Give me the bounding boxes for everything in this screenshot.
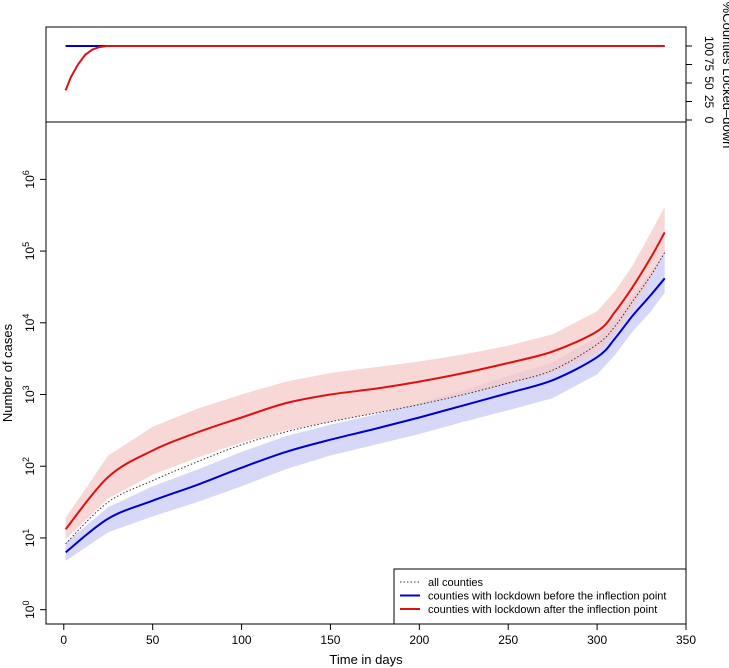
y-tick-base: 10 (23, 318, 37, 332)
bottom-panel: 0 50 100 150 200 250 300 350 100101102103104105… (0, 121, 696, 667)
y-tick-base: 10 (23, 605, 37, 619)
top-y-axis-label: %Counties Locked–down (720, 2, 729, 149)
y-tick-exponent: 3 (21, 385, 31, 390)
top-y-tick-label: 100 (702, 36, 716, 56)
x-tick-label: 250 (498, 633, 518, 647)
x-tick-label: 50 (146, 633, 160, 647)
y-tick-exponent: 2 (21, 457, 31, 462)
x-tick-label: 350 (676, 633, 696, 647)
y-tick-base: 10 (23, 462, 37, 476)
top-series-layer (64, 45, 665, 91)
y-tick-exponent: 1 (21, 529, 31, 534)
series-line-1 (64, 277, 666, 554)
band-1 (65, 252, 665, 561)
top-y-axis: 0 25 50 75 100 (685, 36, 716, 124)
y-tick-base: 10 (23, 390, 37, 404)
legend-box (393, 568, 687, 625)
y-tick-exponent: 4 (21, 314, 31, 319)
confidence-bands (65, 206, 665, 561)
x-tick-label: 300 (587, 633, 607, 647)
y-tick-base: 10 (23, 247, 37, 261)
legend-label-1: counties with lockdown before the inflec… (428, 591, 666, 603)
top-y-tick-label: 50 (702, 76, 716, 90)
top-y-tick-label: 75 (702, 58, 716, 72)
x-tick-label: 0 (60, 633, 67, 647)
y-tick-label: 100 (21, 601, 37, 619)
y-tick-base: 10 (23, 533, 37, 547)
y-tick-label: 106 (21, 170, 37, 188)
y-axis-label: Number of cases (0, 323, 15, 422)
x-axis-label: Time in days (329, 652, 403, 667)
legend-label-2: counties with lockdown after the inflect… (428, 604, 657, 616)
series-lines (64, 231, 666, 554)
top-panel: 0 25 50 75 100 %Counties Locked–down (45, 2, 729, 149)
band-2 (65, 206, 665, 540)
top-plot-frame (45, 26, 687, 123)
x-tick-label: 200 (409, 633, 429, 647)
y-tick-label: 103 (21, 385, 37, 403)
y-tick-exponent: 0 (21, 601, 31, 606)
y-tick-exponent: 5 (21, 242, 31, 247)
y-tick-label: 102 (21, 457, 37, 475)
x-axis: 0 50 100 150 200 250 300 350 (60, 623, 696, 647)
y-tick-label: 101 (21, 529, 37, 547)
y-tick-base: 10 (23, 175, 37, 189)
top-y-tick-label: 25 (702, 95, 716, 109)
series-line-2 (64, 231, 666, 530)
top-series-line-1 (64, 45, 665, 91)
y-tick-label: 104 (21, 314, 37, 332)
top-y-tick-label: 0 (702, 117, 716, 124)
legend-label-0: all counties (428, 577, 484, 589)
legend: all counties counties with lockdown befor… (393, 568, 687, 625)
y-tick-label: 105 (21, 242, 37, 260)
y-tick-exponent: 6 (21, 170, 31, 175)
x-tick-label: 150 (320, 633, 340, 647)
x-tick-label: 100 (232, 633, 252, 647)
